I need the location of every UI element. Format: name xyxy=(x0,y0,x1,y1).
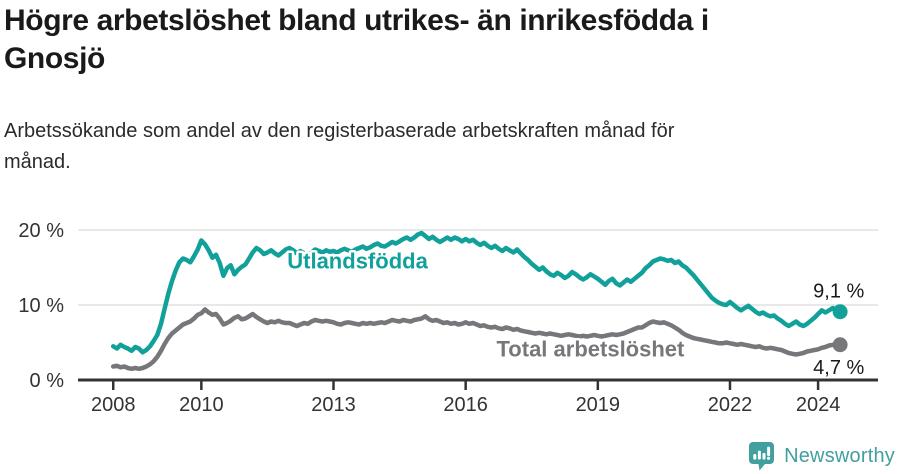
end-value-label-utlandsfodda: 9,1 % xyxy=(813,281,864,303)
y-tick-label-0: 0 % xyxy=(30,370,65,392)
x-tick-label-2008: 2008 xyxy=(91,394,136,416)
series-label-utlandsfodda: Utlandsfödda xyxy=(287,248,428,273)
chart-subtitle: Arbetssökande som andel av den registerb… xyxy=(4,116,844,178)
x-tick-label-2022: 2022 xyxy=(708,394,753,416)
newsworthy-speech-bubble-bar-chart-icon xyxy=(749,442,775,471)
end-value-label-total: 4,7 % xyxy=(813,357,864,379)
x-tick-label-2024: 2024 xyxy=(796,394,841,416)
page-title-line-2: Gnosjö xyxy=(4,42,105,75)
x-tick-label-2016: 2016 xyxy=(443,394,488,416)
speech-bubble-shape xyxy=(749,442,775,471)
series-line-utlandsfodda xyxy=(110,230,843,355)
series-endpoint-dot-total xyxy=(832,337,848,353)
page-title: Högre arbetslöshet bland utrikes- än inr… xyxy=(4,2,884,78)
newsworthy-brand-link[interactable]: Newsworthy xyxy=(747,441,895,471)
bar-3 xyxy=(762,453,766,460)
exclamation-bar xyxy=(767,446,771,456)
chart-subtitle-line-2: månad. xyxy=(4,151,71,173)
y-tick-label-10: 10 % xyxy=(18,295,64,317)
bar-1 xyxy=(753,454,757,460)
bar-2 xyxy=(757,450,761,460)
series-label-total: Total arbetslöshet xyxy=(497,336,686,361)
exclamation-dot xyxy=(767,456,771,460)
chart-subtitle-line-1: Arbetssökande som andel av den registerb… xyxy=(4,120,675,142)
x-tick-label-2010: 2010 xyxy=(179,394,224,416)
series-endpoint-dot-utlandsfodda xyxy=(832,304,848,320)
y-tick-label-20: 20 % xyxy=(18,220,64,242)
x-tick-label-2013: 2013 xyxy=(311,394,356,416)
series-line-total xyxy=(110,307,843,372)
page-title-line-1: Högre arbetslöshet bland utrikes- än inr… xyxy=(4,4,709,37)
brand-wordmark: Newsworthy xyxy=(784,444,895,467)
x-tick-label-2019: 2019 xyxy=(576,394,621,416)
